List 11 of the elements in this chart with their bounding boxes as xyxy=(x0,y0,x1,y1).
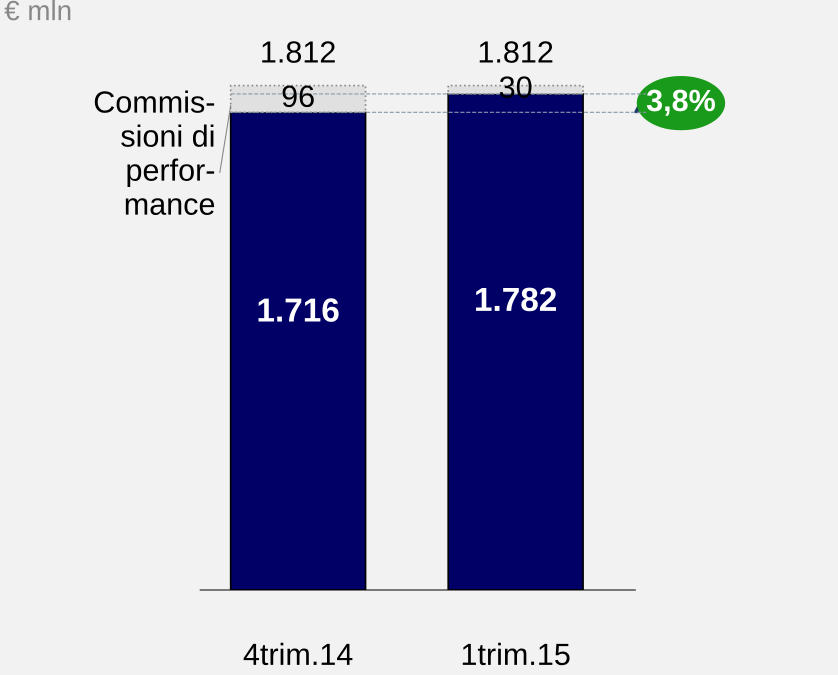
total-label: 1.812 xyxy=(480,41,552,63)
text: Commis- sioni di perfor- mance xyxy=(94,90,214,215)
data-label: 30 xyxy=(500,76,532,98)
chart-title: € mln xyxy=(4,0,70,20)
data-label: 96 xyxy=(282,86,314,108)
x-tick-label: 1trim.15 xyxy=(462,642,570,666)
data-label: 1.716 xyxy=(258,298,339,322)
total-label: 1.812 xyxy=(262,41,335,63)
data-label: 1.782 xyxy=(476,288,556,312)
x-tick-label: 4trim.14 xyxy=(244,642,352,666)
text: 3,8% xyxy=(646,90,715,116)
